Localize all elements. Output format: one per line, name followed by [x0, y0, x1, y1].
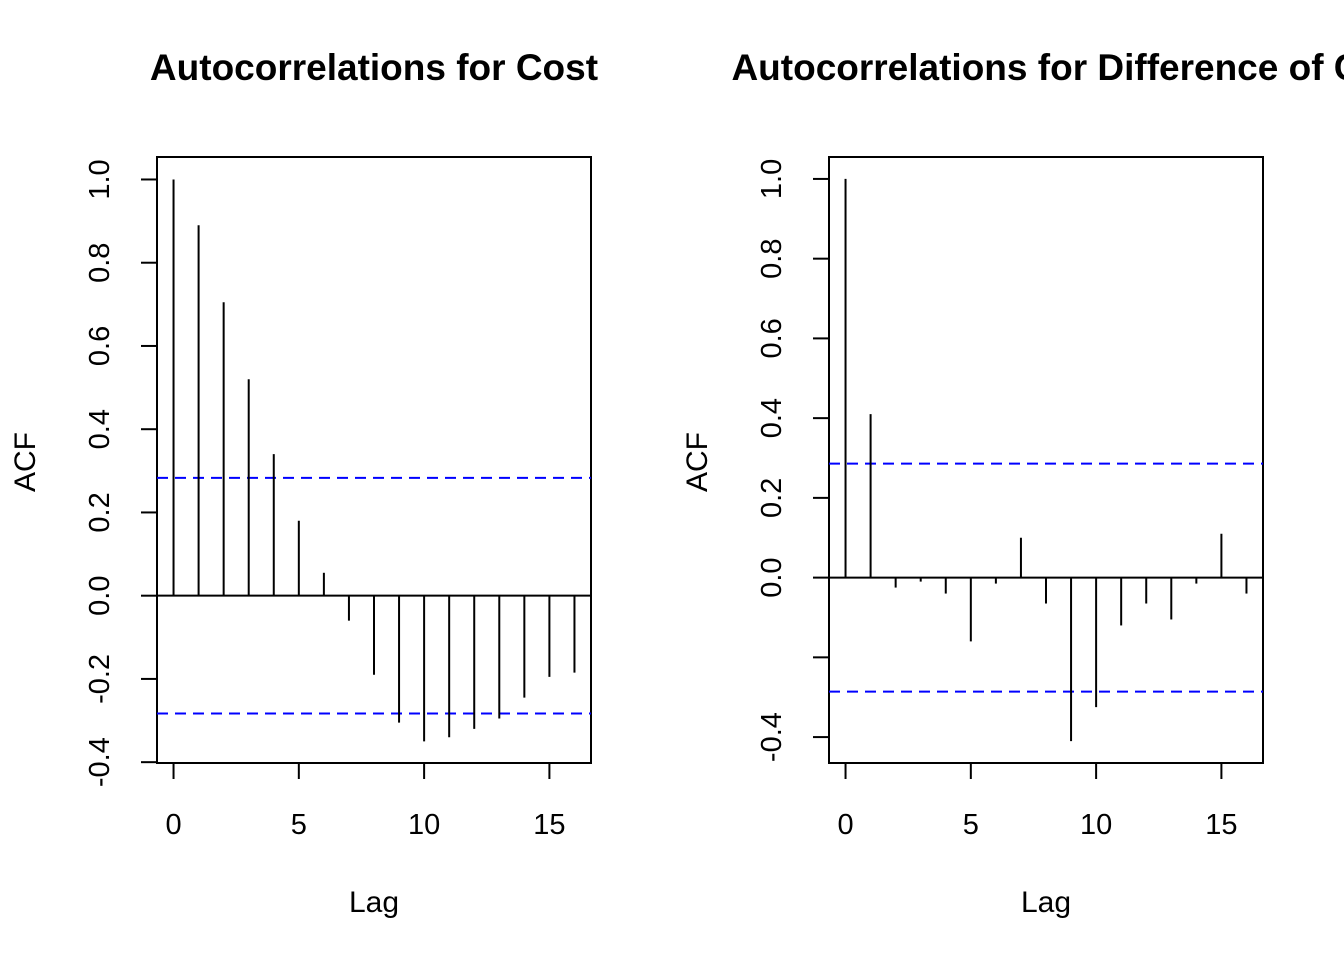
x-tick-label: 0 — [165, 809, 181, 841]
y-tick-label: 0.0 — [756, 557, 788, 597]
y-tick-label: 0.0 — [84, 576, 116, 616]
y-tick-label: 1.0 — [84, 159, 116, 199]
y-tick-label: 0.4 — [84, 409, 116, 449]
y-tick-label: 0.2 — [756, 478, 788, 518]
x-tick-label: 15 — [1205, 809, 1237, 841]
x-axis-label: Lag — [349, 886, 399, 919]
y-tick-label: 0.4 — [756, 398, 788, 438]
y-tick-label: -0.4 — [756, 712, 788, 762]
x-tick-label: 0 — [837, 809, 853, 841]
x-tick-label: 10 — [408, 809, 440, 841]
acf-panel-cost: Autocorrelations for Cost Lag ACF 0 5 10 15… — [9, 47, 598, 919]
y-tick-label: 0.8 — [756, 239, 788, 279]
y-tick-label: 0.6 — [84, 326, 116, 366]
y-tick-label: -0.2 — [84, 654, 116, 704]
y-tick-label: 0.2 — [84, 492, 116, 532]
y-axis-label: ACF — [681, 432, 714, 492]
y-axis-label: ACF — [9, 432, 42, 492]
acf-panel-difference: Autocorrelations for Difference of C Lag… — [681, 47, 1344, 919]
y-tick-label: 0.6 — [756, 318, 788, 358]
x-tick-label: 15 — [533, 809, 565, 841]
x-tick-label: 5 — [291, 809, 307, 841]
x-tick-label: 5 — [963, 809, 979, 841]
chart-title: Autocorrelations for Cost — [150, 47, 598, 88]
plot-frame — [828, 156, 1264, 764]
chart-title: Autocorrelations for Difference of C — [731, 47, 1344, 88]
y-tick-label: -0.4 — [84, 737, 116, 787]
y-tick-label: 0.8 — [84, 243, 116, 283]
x-axis-label: Lag — [1021, 886, 1071, 919]
x-tick-label: 10 — [1080, 809, 1112, 841]
y-tick-label: 1.0 — [756, 159, 788, 199]
